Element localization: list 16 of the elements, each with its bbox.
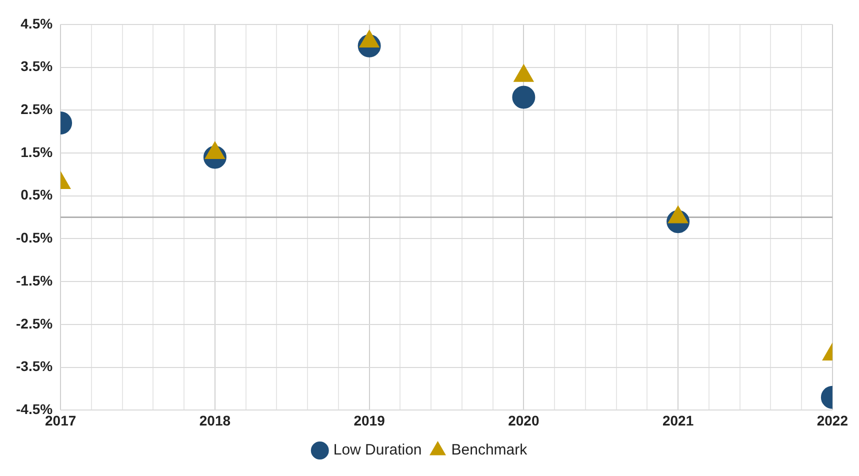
y-tick-label: -1.5%	[16, 272, 54, 288]
x-tick-label: 2020	[508, 412, 540, 428]
y-tick-label: 1.5%	[20, 144, 54, 160]
legend-label: Benchmark	[451, 442, 528, 459]
x-tick-label: 2019	[354, 412, 386, 428]
y-tick-label: -0.5%	[16, 230, 54, 246]
x-tick-label: 2018	[199, 412, 231, 428]
y-tick-label: 4.5%	[20, 15, 54, 32]
y-tick-label: -2.5%	[16, 315, 54, 332]
y-tick-label: -3.5%	[16, 358, 54, 374]
legend-label: Low Duration	[333, 442, 422, 459]
x-tick-label: 2021	[662, 412, 694, 428]
y-tick-label: 2.5%	[20, 100, 54, 117]
y-tick-label: 0.5%	[20, 186, 54, 203]
y-tick-label: 3.5%	[20, 58, 54, 74]
x-tick-label: 2022	[816, 412, 848, 428]
